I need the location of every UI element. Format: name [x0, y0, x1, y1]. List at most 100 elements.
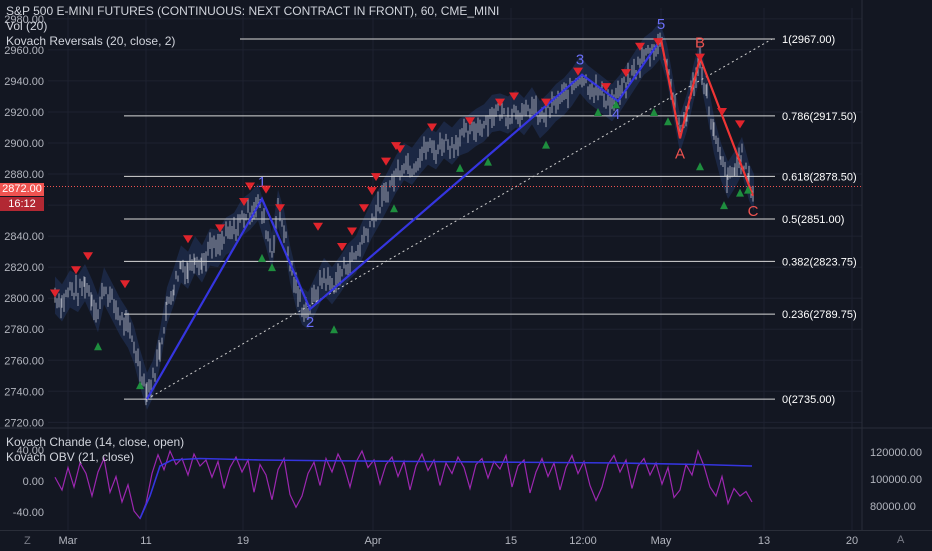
- bearish-reversal-marker: [717, 107, 727, 116]
- fib-label: 0.618(2878.50): [782, 171, 857, 183]
- wave-label: 5: [657, 16, 665, 33]
- y-axis-tick-label: 2760.00: [4, 355, 44, 367]
- bullish-reversal-marker: [330, 325, 338, 334]
- x-axis-tick-label: Mar: [59, 535, 78, 547]
- bearish-reversal-marker: [275, 204, 285, 213]
- obv-line: [139, 457, 753, 519]
- y-axis-tick-label: 2780.00: [4, 324, 44, 336]
- trend-line: [146, 38, 773, 400]
- fib-levels: 1(2967.00) 0.786(2917.50) 0.618(2878.50) 0.…: [124, 34, 857, 406]
- wave-label: 2: [306, 314, 314, 331]
- x-axis-tick-label: 20: [846, 535, 858, 547]
- chande-indicator-label[interactable]: Kovach Chande (14, close, open): [6, 435, 185, 449]
- bullish-reversal-marker: [720, 201, 728, 210]
- bullish-reversal-marker: [136, 381, 144, 390]
- correction-label: C: [748, 203, 759, 220]
- y-axis-tick-label: 2960.00: [4, 45, 44, 57]
- x-axis-tick-label: 11: [140, 535, 151, 547]
- y-axis-tick-label: 2720.00: [4, 417, 44, 429]
- fib-label: 0.382(2823.75): [782, 256, 857, 268]
- y-axis-tick-label: 2880.00: [4, 169, 44, 181]
- x-axis-tick-label: 19: [237, 535, 249, 547]
- bearish-reversal-marker: [465, 117, 475, 126]
- bearish-reversal-marker: [83, 252, 93, 261]
- y-axis-tick-label: 2740.00: [4, 386, 44, 398]
- bearish-reversal-marker: [621, 69, 631, 78]
- y-axis-tick-label: 2840.00: [4, 231, 44, 243]
- bearish-reversal-marker: [495, 98, 505, 107]
- obv-tick-label: 80000.00: [870, 501, 916, 513]
- zoom-button[interactable]: Z: [24, 535, 31, 547]
- bearish-reversal-marker: [427, 123, 437, 132]
- correction-label: B: [695, 35, 705, 52]
- bearish-reversal-marker: [735, 120, 745, 129]
- bullish-reversal-marker: [612, 100, 620, 109]
- fib-label: 0(2735.00): [782, 394, 835, 406]
- bearish-reversal-marker: [371, 173, 381, 182]
- bullish-reversal-marker: [744, 185, 752, 194]
- oscillator-tick-label: 40.00: [16, 445, 44, 457]
- bearish-reversal-marker: [573, 67, 583, 76]
- y-axis-tick-label: 2920.00: [4, 107, 44, 119]
- fib-label: 0.5(2851.00): [782, 214, 844, 226]
- y-axis-tick-label: 2820.00: [4, 262, 44, 274]
- bullish-reversal-marker: [542, 140, 550, 149]
- bullish-reversal-marker: [650, 107, 658, 116]
- wave-label: 3: [576, 52, 584, 69]
- correction-label: A: [675, 145, 685, 162]
- reversal-markers: [50, 38, 752, 390]
- reversals-indicator-label[interactable]: Kovach Reversals (20, close, 2): [6, 34, 176, 48]
- oscillator-tick-label: 0.00: [23, 476, 44, 488]
- bearish-reversal-marker: [347, 227, 357, 236]
- y-axis-tick-label: 2900.00: [4, 138, 44, 150]
- wave-label: 4: [612, 106, 620, 123]
- bullish-reversal-marker: [664, 117, 672, 126]
- obv-indicator-label[interactable]: Kovach OBV (21, close): [6, 450, 135, 464]
- bearish-reversal-marker: [695, 53, 705, 62]
- volume-indicator-label[interactable]: Vol (20): [6, 19, 48, 33]
- bearish-reversal-marker: [381, 157, 391, 166]
- obv-tick-label: 100000.00: [870, 474, 922, 486]
- bearish-reversal-marker: [395, 145, 405, 154]
- x-axis-tick-label: May: [651, 535, 672, 547]
- time-axis-bar: [0, 530, 932, 551]
- bullish-reversal-marker: [594, 107, 602, 116]
- bullish-reversal-marker: [268, 263, 276, 272]
- bullish-reversal-marker: [696, 162, 704, 171]
- bearish-reversal-marker: [635, 42, 645, 51]
- obv-tick-label: 120000.00: [870, 447, 922, 459]
- bullish-reversal-marker: [484, 157, 492, 166]
- chart-title: S&P 500 E-MINI FUTURES (CONTINUOUS: NEXT…: [6, 4, 500, 18]
- bearish-reversal-marker: [120, 280, 130, 289]
- y-axis-tick-label: 2800.00: [4, 293, 44, 305]
- bar-countdown-badge: 16:12: [0, 197, 44, 211]
- fib-label: 0.786(2917.50): [782, 111, 857, 123]
- bearish-reversal-marker: [183, 235, 193, 244]
- bearish-reversal-marker: [601, 83, 611, 92]
- x-axis-tick-label: 13: [758, 535, 770, 547]
- oscillator-tick-label: -40.00: [13, 507, 44, 519]
- bearish-reversal-marker: [337, 242, 347, 251]
- bearish-reversal-marker: [359, 204, 369, 213]
- chart-legend: S&P 500 E-MINI FUTURES (CONTINUOUS: NEXT…: [6, 4, 499, 49]
- bearish-reversal-marker: [215, 224, 225, 233]
- x-axis-tick-label: 12:00: [569, 535, 597, 547]
- impulse-wave-line: [146, 38, 662, 400]
- wave-label: 1: [258, 174, 266, 191]
- x-axis-tick-label: 15: [505, 535, 517, 547]
- lower-pane-legend: Kovach Chande (14, close, open) Kovach O…: [6, 435, 184, 465]
- fib-label: 1(2967.00): [782, 34, 835, 46]
- auto-scale-button[interactable]: A: [897, 534, 905, 546]
- bearish-reversal-marker: [367, 187, 377, 196]
- bearish-reversal-marker: [71, 266, 81, 275]
- bearish-reversal-marker: [313, 222, 323, 231]
- bullish-reversal-marker: [736, 188, 744, 197]
- bullish-reversal-marker: [390, 204, 398, 213]
- bearish-reversal-marker: [261, 185, 271, 194]
- correction-wave-line: [659, 38, 755, 197]
- bearish-reversal-marker: [509, 92, 519, 101]
- bullish-reversal-marker: [456, 163, 464, 172]
- y-axis-tick-label: 2940.00: [4, 76, 44, 88]
- bearish-reversal-marker: [245, 182, 255, 191]
